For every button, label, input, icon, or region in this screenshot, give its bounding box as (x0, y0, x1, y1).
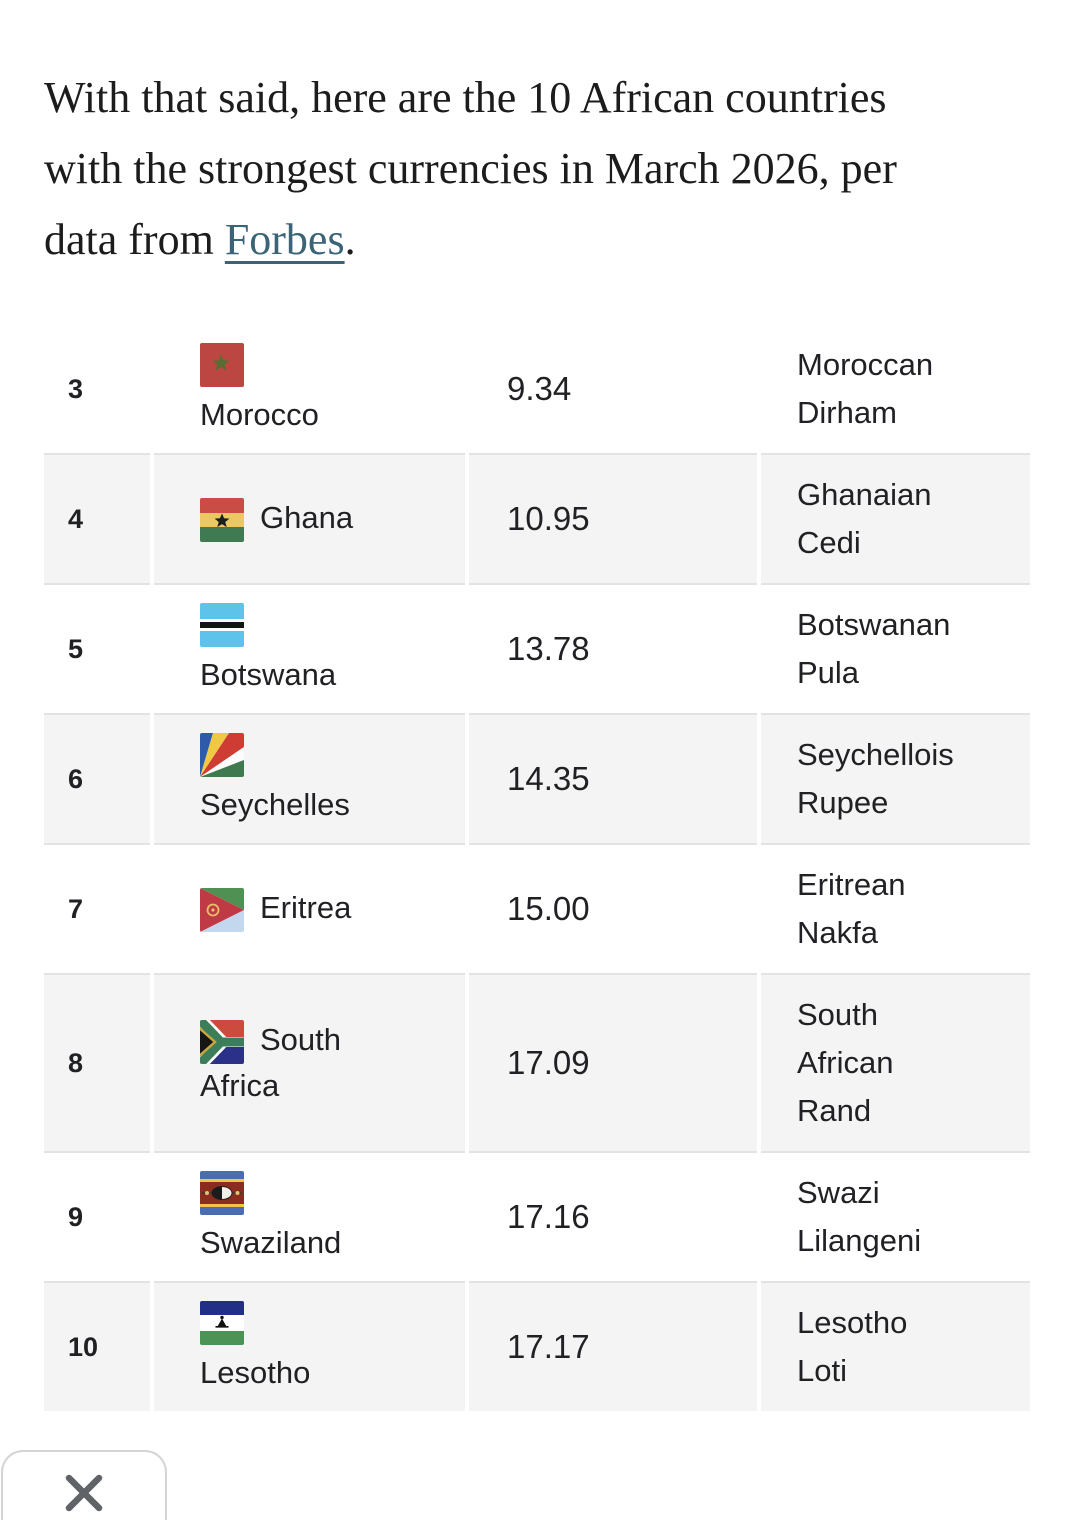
intro-text-after: . (344, 215, 356, 264)
south-africa-flag-icon (200, 1019, 244, 1064)
table-row: 5 Botswana 13.78 Botswanan Pula (44, 583, 1030, 713)
value-label: 10.95 (507, 500, 590, 537)
currency-label: Moroccan Dirham (797, 347, 934, 430)
currency-ranking-table: 3 Morocco 9.34 Moroccan Dirham 4 (40, 325, 1034, 1411)
lesotho-flag-icon (200, 1301, 378, 1345)
value-label: 17.17 (507, 1328, 590, 1365)
country-label: Ghana (260, 500, 354, 536)
value-label: 17.16 (507, 1198, 590, 1235)
forbes-link[interactable]: Forbes (224, 215, 345, 264)
rank-label: 4 (68, 503, 84, 534)
country-label: Eritrea (260, 890, 352, 926)
table-row: 8 South Africa 17.09 South African Rand (44, 973, 1030, 1151)
rank-label: 5 (68, 633, 84, 664)
currency-label: South African Rand (797, 997, 894, 1128)
close-icon (65, 1474, 103, 1512)
rank-label: 9 (68, 1201, 84, 1232)
rank-label: 10 (68, 1331, 99, 1362)
currency-label: Seychellois Rupee (797, 737, 954, 820)
seychelles-flag-icon (200, 733, 378, 777)
article-page: With that said, here are the 10 African … (0, 62, 1080, 1520)
table-row: 3 Morocco 9.34 Moroccan Dirham (44, 325, 1030, 453)
value-label: 14.35 (507, 760, 590, 797)
currency-label: Botswanan Pula (797, 607, 951, 690)
country-label: South Africa (200, 1022, 342, 1103)
country-label: Seychelles (200, 787, 350, 822)
table-row: 9 Swaziland 17.16 Swazi Lilangeni (44, 1151, 1030, 1281)
currency-label: Ghanaian Cedi (797, 477, 932, 560)
table-row: 6 Seychelles 14.35 Seychellois Rupee (44, 713, 1030, 843)
rank-label: 7 (68, 893, 84, 924)
currency-label: Eritrean Nakfa (797, 867, 906, 950)
value-label: 17.09 (507, 1044, 590, 1081)
value-label: 15.00 (507, 890, 590, 927)
close-banner-button[interactable] (1, 1450, 167, 1520)
intro-paragraph: With that said, here are the 10 African … (44, 62, 974, 275)
value-label: 13.78 (507, 630, 590, 667)
rank-label: 6 (68, 763, 84, 794)
rank-label: 3 (68, 373, 84, 404)
ghana-flag-icon (200, 497, 244, 542)
table-row: 10 Lesotho 17.17 Lesotho Loti (44, 1281, 1030, 1411)
table-row: 4 Ghana 10.95 Ghanaian Cedi (44, 453, 1030, 583)
intro-text-before: With that said, here are the 10 African … (44, 73, 897, 264)
eritrea-flag-icon (200, 887, 244, 932)
rank-label: 8 (68, 1047, 84, 1078)
currency-label: Swazi Lilangeni (797, 1175, 922, 1258)
morocco-flag-icon (200, 343, 378, 387)
swaziland-flag-icon (200, 1171, 378, 1215)
value-label: 9.34 (507, 370, 572, 407)
country-label: Botswana (200, 657, 337, 692)
country-label: Swaziland (200, 1225, 342, 1260)
country-label: Morocco (200, 397, 319, 432)
country-label: Lesotho (200, 1355, 311, 1390)
currency-label: Lesotho Loti (797, 1305, 908, 1388)
table-row: 7 Eritrea 15.00 Eritrean Nakfa (44, 843, 1030, 973)
botswana-flag-icon (200, 603, 378, 647)
